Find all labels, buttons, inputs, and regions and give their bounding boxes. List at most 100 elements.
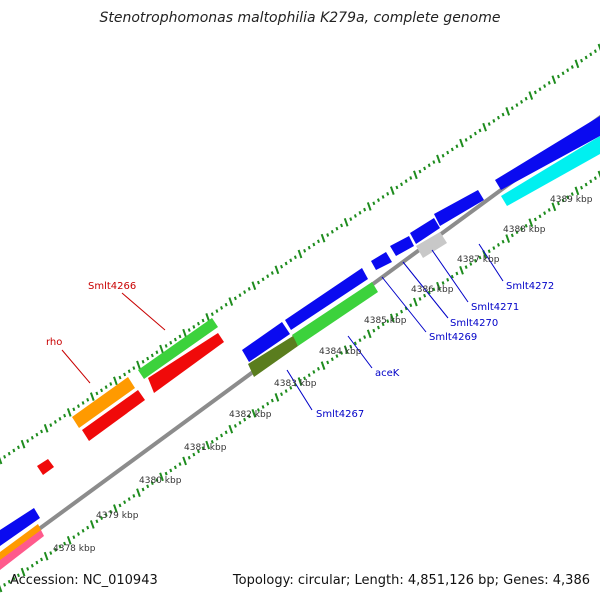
outer-tick (113, 376, 118, 386)
outer-tick (436, 154, 441, 164)
inner-tick (335, 354, 339, 358)
inner-tick (247, 414, 251, 419)
inner-tick (358, 338, 362, 343)
inner-tick (528, 218, 534, 227)
gene-smlt4266[interactable] (138, 318, 218, 379)
inner-tick (132, 494, 136, 498)
outer-tick (146, 356, 150, 361)
gene-cyan[interactable] (501, 136, 600, 206)
footer-stats: Topology: circular; Length: 4,851,126 bp… (232, 573, 590, 588)
outer-tick (409, 176, 413, 180)
gene-red-upper[interactable] (148, 333, 224, 393)
outer-tick (584, 55, 588, 60)
outer-tick (496, 115, 500, 120)
tick-label: 4384 kbp (319, 347, 362, 357)
gene-label[interactable]: Smlt4270 (450, 318, 498, 329)
inner-tick (584, 182, 588, 187)
gene-label[interactable]: Smlt4272 (506, 281, 554, 292)
inner-tick (159, 472, 164, 482)
outer-tick (446, 150, 450, 155)
inner-tick (487, 249, 491, 254)
leader-line (381, 276, 427, 333)
inner-tick (597, 170, 600, 179)
outer-tick (528, 91, 534, 100)
outer-tick (353, 214, 357, 218)
gene-smlt4267[interactable] (242, 322, 290, 362)
gene-smlt4272[interactable] (434, 190, 484, 226)
leader-line (121, 292, 166, 331)
outer-tick (118, 375, 122, 380)
outer-tick (289, 258, 293, 263)
gene-labels: Smlt4266 rho aceK Smlt4267 Smlt4269 Smlt4270 S… (46, 281, 554, 420)
outer-tick (220, 306, 224, 310)
inner-tick (201, 446, 205, 451)
inner-tick (473, 258, 477, 263)
gene-olive[interactable] (248, 336, 298, 377)
inner-tick (376, 325, 380, 330)
outer-tick (423, 166, 427, 171)
outer-tick (510, 106, 514, 111)
inner-tick (113, 504, 118, 513)
outer-tick (164, 344, 168, 348)
inner-tick (543, 211, 547, 215)
gene-smlt4271[interactable] (410, 218, 440, 244)
outer-tick (303, 249, 307, 253)
outer-tick (538, 87, 542, 92)
outer-tick (455, 144, 459, 149)
inner-tick-dots (0, 170, 600, 593)
gene-bottom-left[interactable] (0, 508, 40, 546)
gene-label[interactable]: Smlt4266 (88, 281, 136, 292)
inner-tick (127, 497, 131, 501)
outer-tick (320, 233, 326, 243)
outer-tick (261, 277, 265, 282)
outer-tick (136, 360, 141, 370)
gene-blue-long[interactable] (285, 268, 368, 330)
tick-label: 4378 kbp (53, 544, 96, 554)
map-title: Stenotrophomonas maltophilia K279a, comp… (99, 10, 501, 26)
inner-tick (266, 401, 270, 406)
outer-tick (501, 112, 505, 117)
outer-tick (556, 74, 560, 79)
outer-tick (43, 423, 49, 433)
inner-tick (141, 487, 145, 492)
inner-tick (496, 243, 500, 247)
gene-red-lower[interactable] (82, 390, 145, 441)
outer-tick (196, 321, 200, 326)
tick-labels: 4378 kbp 4379 kbp 4380 kbp 4381 kbp 4382 kbp… (53, 195, 593, 554)
gene-label[interactable]: aceK (375, 368, 400, 379)
inner-tick (469, 262, 473, 266)
outer-tick (228, 297, 234, 306)
outer-tick (127, 369, 131, 374)
inner-tick (109, 509, 113, 514)
outer-tick (63, 413, 67, 418)
gene-acek[interactable] (292, 282, 378, 346)
inner-tick (169, 468, 173, 473)
inner-tick (593, 176, 597, 181)
gene-red-small[interactable] (37, 459, 54, 475)
outer-tick (570, 65, 574, 69)
inner-tick (464, 265, 468, 269)
inner-tick (389, 313, 395, 323)
inner-tick (238, 420, 242, 425)
inner-tick (501, 239, 505, 244)
outer-tick (155, 350, 159, 355)
gene-label[interactable]: Smlt4271 (471, 302, 519, 313)
gene-pink[interactable] (0, 528, 44, 570)
gene-label[interactable]: Smlt4269 (429, 332, 477, 343)
gene-label[interactable]: rho (46, 337, 62, 348)
outer-tick (49, 423, 53, 427)
outer-tick (123, 372, 127, 377)
outer-tick (524, 96, 528, 101)
gene-smlt4270[interactable] (390, 236, 414, 256)
gene-orange-bottom[interactable] (0, 524, 41, 560)
gene-smlt4269[interactable] (371, 252, 392, 270)
outer-tick (404, 179, 408, 183)
inner-tick (136, 488, 141, 498)
gene-rho[interactable] (72, 377, 135, 428)
outer-tick (372, 201, 376, 206)
gene-gray[interactable] (416, 232, 447, 258)
inner-tick (118, 503, 122, 508)
inner-tick (228, 424, 234, 434)
gene-blue-top-right[interactable] (495, 116, 600, 190)
gene-label[interactable]: Smlt4267 (316, 409, 364, 420)
